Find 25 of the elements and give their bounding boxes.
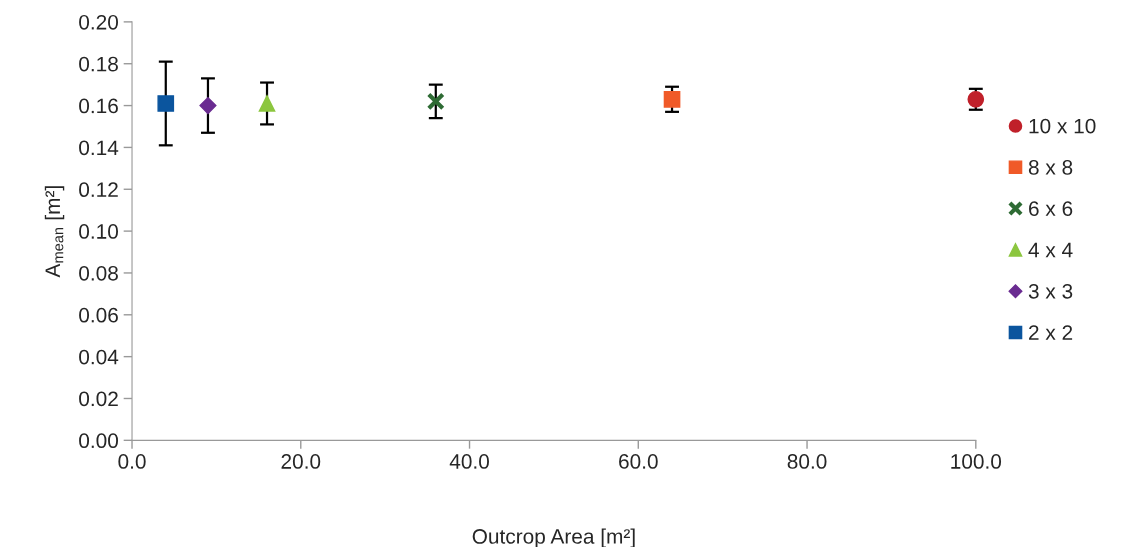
- y-tick-label: 0.04: [79, 349, 119, 365]
- y-tick-label: 0.00: [79, 433, 119, 449]
- x-tick-label: 0.0: [118, 454, 146, 469]
- x-tick-label: 100.0: [951, 454, 1002, 469]
- legend-label: 10 x 10: [1029, 118, 1096, 134]
- y-tick-label: 0.10: [79, 224, 119, 239]
- y-tick-label: 0.06: [79, 307, 118, 323]
- x-axis-title: Outcrop Area [m²]: [472, 528, 635, 547]
- y-tick-label: 0.20: [79, 14, 119, 30]
- y-tick-label: 0.08: [79, 265, 118, 281]
- legend-label: 8 x 8: [1028, 160, 1073, 175]
- y-tick-label: 0.02: [79, 391, 118, 407]
- x-tick-label: 60.0: [619, 454, 658, 469]
- y-tick-label: 0.12: [79, 182, 118, 198]
- y-tick-label: 0.14: [79, 140, 119, 156]
- x-tick-label: 80.0: [787, 454, 827, 469]
- legend-label: 3 x 3: [1028, 283, 1073, 299]
- legend-label: 4 x 4: [1028, 242, 1073, 258]
- x-tick-label: 20.0: [281, 454, 321, 469]
- legend-label: 6 x 6: [1029, 201, 1073, 217]
- y-tick-label: 0.18: [79, 56, 118, 72]
- y-axis-title: A$_{mean}$ [m²]: [44, 186, 65, 278]
- x-tick-label: 40.0: [449, 454, 489, 469]
- legend-label: 2 x 2: [1029, 325, 1073, 340]
- y-tick-label: 0.16: [79, 98, 118, 114]
